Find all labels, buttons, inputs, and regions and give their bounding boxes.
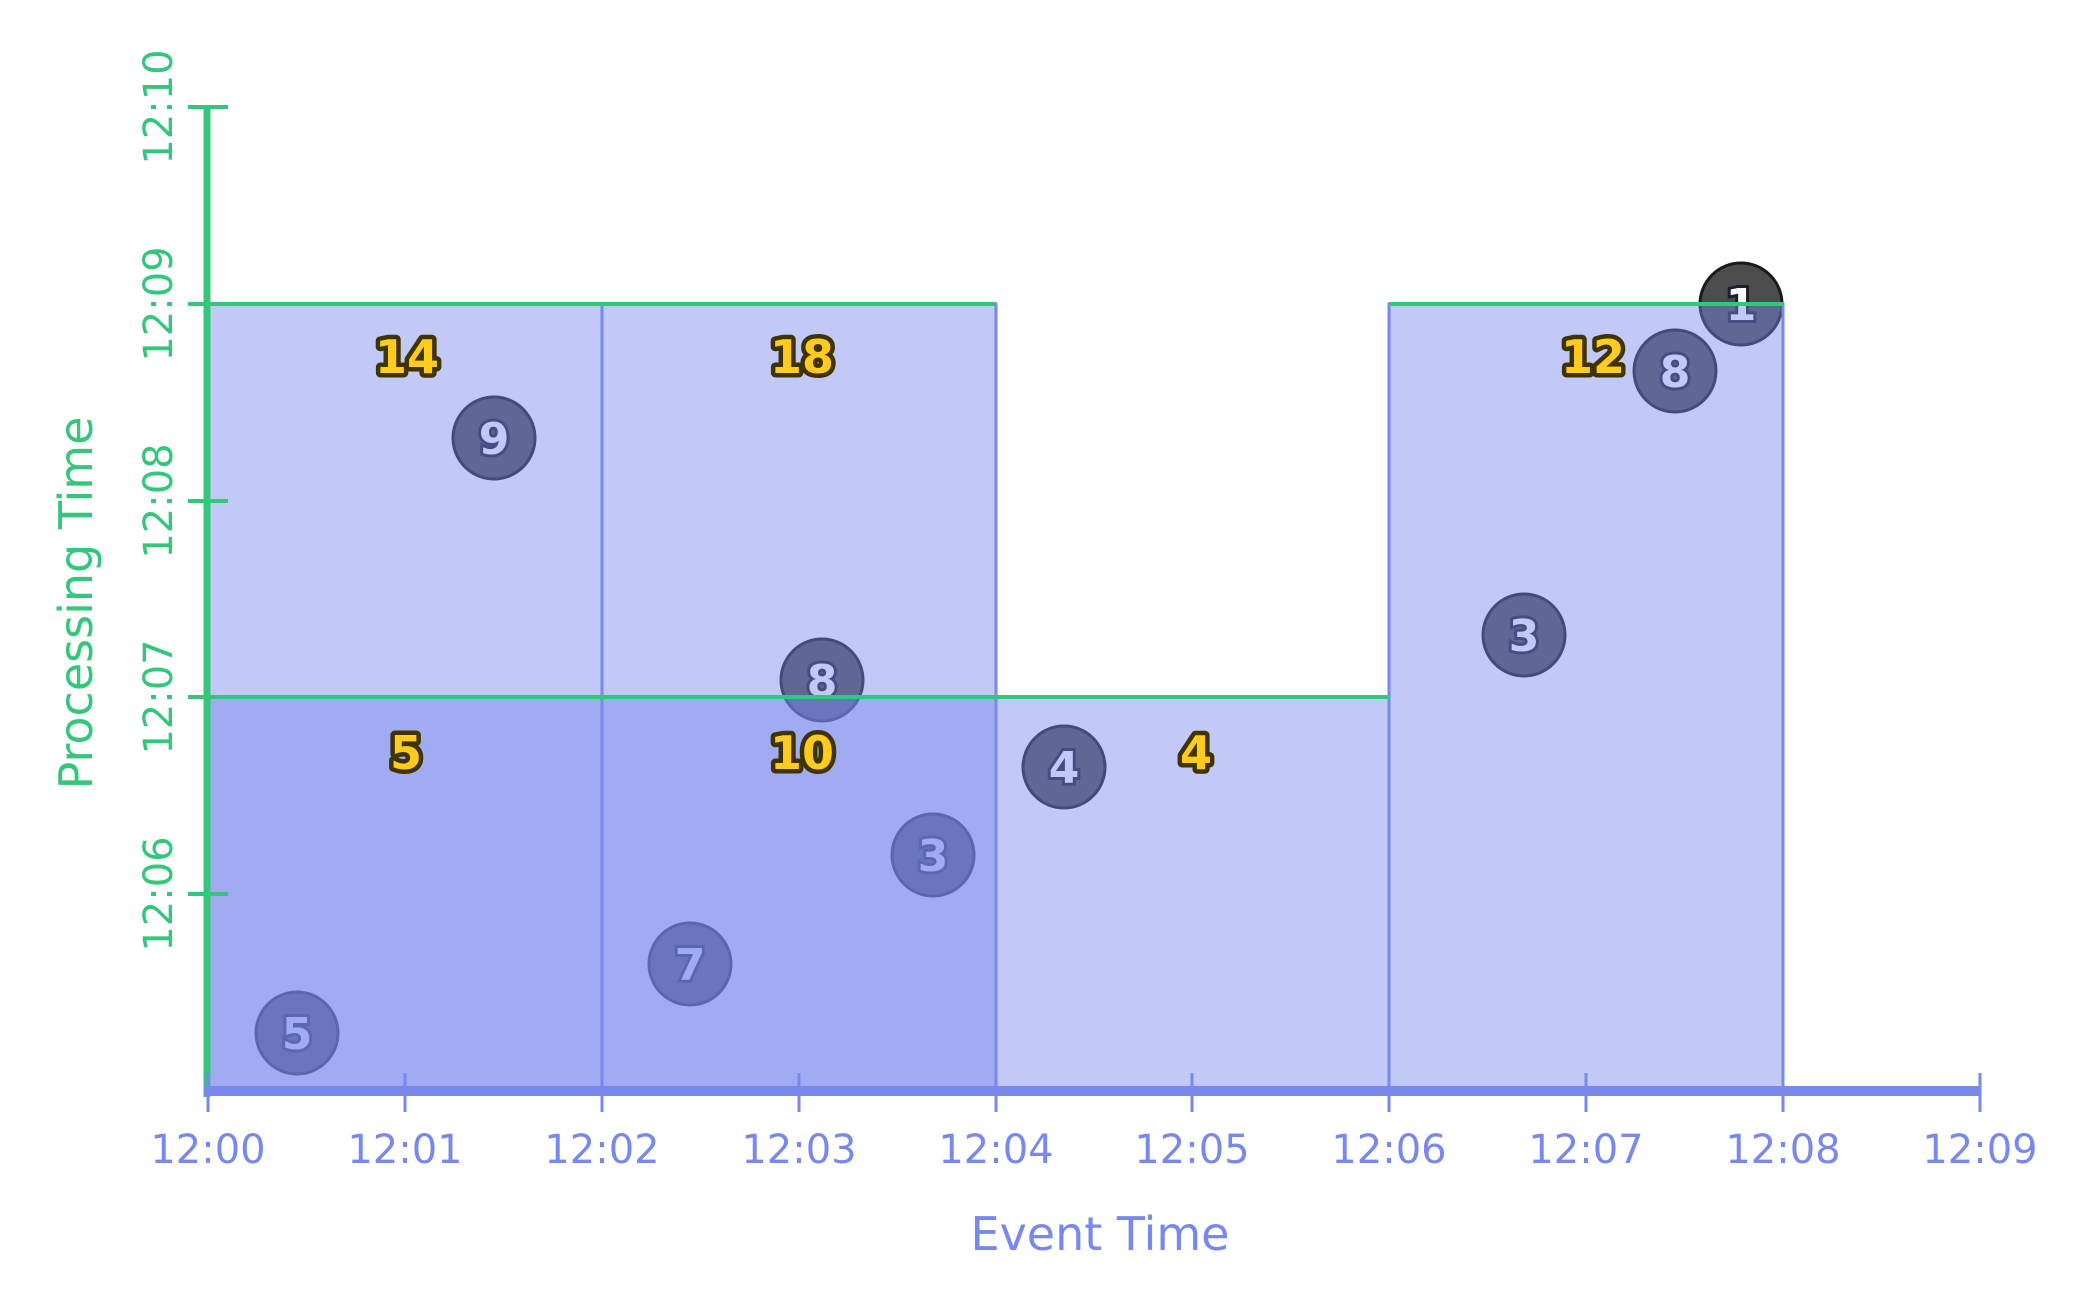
x-axis: 12:00 12:01 12:02 12:03 12:04 12:05 12:0… [150, 1073, 2038, 1261]
data-point: 8 [779, 637, 865, 723]
x-tick-label: 12:01 [347, 1127, 462, 1173]
x-tick-label: 12:07 [1528, 1127, 1643, 1173]
y-axis-title: Processing Time [49, 417, 103, 790]
data-point: 3 [890, 812, 976, 898]
x-tick-label: 12:09 [1922, 1127, 2037, 1173]
window-sums: 14 18 5 10 4 12 [370, 326, 1629, 785]
sum-label-w4: 12 [1561, 330, 1625, 384]
sum-label-w1-late: 14 [375, 330, 439, 384]
data-point: 3 [1481, 592, 1567, 678]
point-value: 9 [479, 414, 510, 465]
point-value: 3 [1509, 611, 1540, 662]
x-tick-label: 12:04 [938, 1127, 1053, 1173]
data-points: 5 9 7 8 3 4 3 8 [254, 261, 1784, 1076]
pane-w3 [994, 695, 1391, 1093]
pane-w1-early [206, 695, 604, 1093]
x-tick-label: 12:03 [741, 1127, 856, 1173]
y-tick-label: 12:08 [136, 443, 182, 558]
pane-w4 [1387, 302, 1785, 1093]
y-tick-label: 12:09 [136, 246, 182, 361]
y-tick-label: 12:07 [136, 639, 182, 754]
y-axis: 12:06 12:07 12:08 12:09 12:10 Processing… [49, 49, 228, 1097]
point-value: 7 [675, 940, 706, 991]
point-value: 8 [1660, 347, 1691, 398]
sum-label-w2-early: 10 [770, 726, 834, 780]
data-point: 9 [451, 395, 537, 481]
y-tick-label: 12:06 [136, 836, 182, 951]
sum-label-w2-late: 18 [770, 330, 834, 384]
point-value: 3 [918, 831, 949, 882]
sum-label-w1-early: 5 [390, 726, 422, 780]
x-tick-label: 12:00 [150, 1127, 265, 1173]
x-tick-label: 12:06 [1331, 1127, 1446, 1173]
data-point: 8 [1632, 328, 1718, 414]
x-tick-label: 12:05 [1134, 1127, 1249, 1173]
y-tick-label: 12:10 [136, 49, 182, 164]
x-tick-label: 12:02 [544, 1127, 659, 1173]
trigger-lines [208, 302, 1783, 699]
x-axis-title: Event Time [971, 1207, 1230, 1261]
point-value: 5 [282, 1009, 313, 1060]
data-point: 7 [647, 921, 733, 1007]
point-value: 4 [1049, 743, 1080, 794]
x-tick-label: 12:08 [1725, 1127, 1840, 1173]
data-point: 5 [254, 990, 340, 1076]
data-point: 4 [1021, 724, 1107, 810]
pane-w2-early [600, 695, 998, 1093]
sum-label-w3: 4 [1180, 726, 1212, 780]
